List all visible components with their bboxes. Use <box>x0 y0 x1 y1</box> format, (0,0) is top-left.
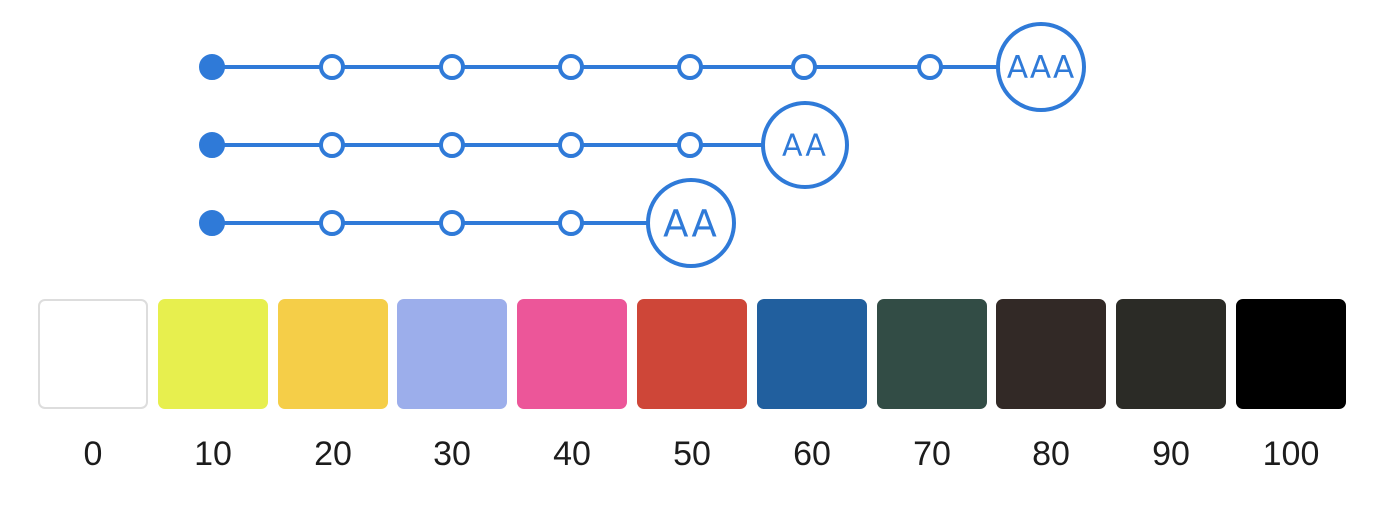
swatch-label-50: 50 <box>673 435 711 473</box>
color-swatch-40 <box>517 299 627 409</box>
step-node <box>319 210 345 236</box>
swatch-label-80: 80 <box>1032 435 1070 473</box>
step-node <box>439 54 465 80</box>
level-badge <box>646 178 736 268</box>
swatch-label-90: 90 <box>1152 435 1190 473</box>
swatch-label-40: 40 <box>553 435 591 473</box>
start-node <box>199 54 225 80</box>
swatch-label-30: 30 <box>433 435 471 473</box>
color-swatch-10 <box>158 299 268 409</box>
color-swatch-90 <box>1116 299 1226 409</box>
track-2: AA <box>199 101 849 189</box>
level-badge-label: AAA <box>1007 50 1075 86</box>
step-node <box>558 210 584 236</box>
step-node <box>319 54 345 80</box>
level-badge-label: AA <box>663 203 719 246</box>
color-swatch-30 <box>397 299 507 409</box>
level-badge <box>761 101 849 189</box>
swatch-row <box>38 299 1346 411</box>
color-swatch-80 <box>996 299 1106 409</box>
swatch-label-70: 70 <box>913 435 951 473</box>
step-node <box>791 54 817 80</box>
swatch-label-10: 10 <box>194 435 232 473</box>
color-swatch-100 <box>1236 299 1346 409</box>
level-badge <box>996 22 1086 112</box>
track-3: AA <box>199 178 736 268</box>
step-node <box>677 132 703 158</box>
swatch-label-100: 100 <box>1262 435 1320 473</box>
start-node <box>199 210 225 236</box>
swatch-label-20: 20 <box>314 435 352 473</box>
step-node <box>439 210 465 236</box>
level-badge-label: AA <box>782 129 828 164</box>
color-swatch-70 <box>877 299 987 409</box>
swatch-label-0: 0 <box>83 435 103 473</box>
swatch-label-60: 60 <box>793 435 831 473</box>
step-node <box>558 132 584 158</box>
track-1: AAA <box>199 22 1086 112</box>
step-node <box>677 54 703 80</box>
color-swatch-20 <box>278 299 388 409</box>
step-node <box>917 54 943 80</box>
step-node <box>439 132 465 158</box>
step-node <box>319 132 345 158</box>
color-swatch-50 <box>637 299 747 409</box>
color-swatch-60 <box>757 299 867 409</box>
start-node <box>199 132 225 158</box>
step-node <box>558 54 584 80</box>
swatch-label-row: 0 10 20 30 40 50 60 70 80 90 100 <box>38 432 1346 476</box>
color-swatch-0 <box>38 299 148 409</box>
